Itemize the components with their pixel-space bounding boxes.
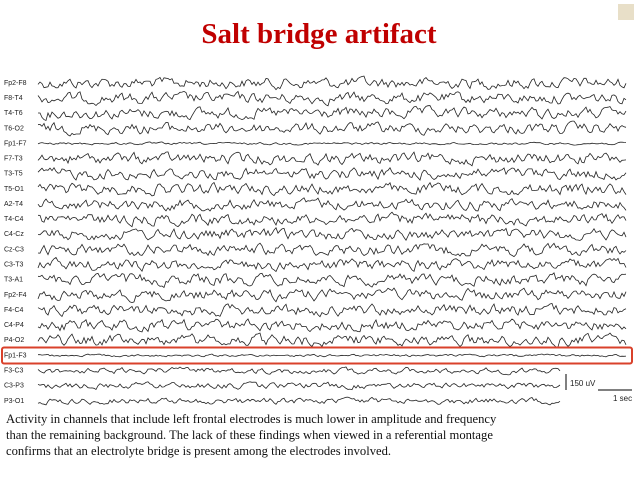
channel-label: Fp1-F3 — [4, 352, 27, 359]
eeg-trace — [37, 303, 627, 318]
eeg-trace — [37, 211, 627, 228]
eeg-trace — [37, 353, 627, 358]
channel-label: T5-O1 — [4, 186, 24, 193]
corner-icon — [618, 4, 634, 20]
scale-time: 1 sec — [613, 394, 632, 403]
eeg-figure: Fp2-F8 F8-T4 T4-T6 T6-O2 Fp1-F7 F7-T3 T3-T5 T5-… — [1, 75, 633, 406]
channel-label: T3-T5 — [4, 171, 23, 178]
eeg-trace — [37, 141, 627, 146]
channel-label: P3-O1 — [4, 398, 24, 405]
eeg-trace — [37, 332, 627, 348]
slide-title: Salt bridge artifact — [201, 18, 437, 50]
eeg-trace — [37, 227, 627, 241]
channel-label: T6-O2 — [4, 125, 24, 132]
channel-label: Fp2-F4 — [4, 292, 27, 299]
channel-label: F3-C3 — [4, 368, 24, 375]
eeg-trace — [37, 256, 627, 273]
eeg-trace — [37, 167, 627, 181]
channel-label: C3-P3 — [4, 383, 24, 390]
eeg-trace — [37, 181, 627, 197]
channel-label: C4-P4 — [4, 322, 24, 329]
scale-amplitude: 150 uV — [570, 379, 596, 388]
caption-line: confirms that an electrolyte bridge is p… — [6, 444, 392, 458]
channel-label: C4-Cz — [4, 231, 24, 238]
channel-label: C3-T3 — [4, 262, 24, 269]
eeg-trace — [37, 120, 627, 137]
channel-label: A2-T4 — [4, 201, 23, 208]
eeg-trace — [37, 318, 627, 333]
channel-label: F8-T4 — [4, 95, 23, 102]
eeg-trace — [37, 242, 627, 258]
eeg-trace — [37, 75, 627, 91]
eeg-trace — [37, 366, 561, 376]
caption-line: than the remaining background. The lack … — [6, 428, 493, 442]
eeg-trace — [38, 105, 627, 122]
eeg-trace — [37, 90, 627, 107]
channel-label: T3-A1 — [4, 277, 23, 284]
channel-label: F7-T3 — [4, 156, 23, 163]
eeg-trace — [37, 396, 561, 406]
caption: Activity in channels that include left f… — [6, 411, 636, 459]
eeg-trace — [37, 197, 627, 212]
eeg-trace — [37, 381, 561, 391]
caption-line: Activity in channels that include left f… — [6, 412, 497, 426]
eeg-trace — [37, 287, 627, 304]
eeg-trace — [37, 272, 627, 289]
channel-label: T4-T6 — [4, 110, 23, 117]
eeg-trace — [37, 151, 627, 167]
channel-label: T4-C4 — [4, 216, 24, 223]
channel-label: F4-C4 — [4, 307, 24, 314]
channel-label: P4-O2 — [4, 337, 24, 344]
channel-label: Fp2-F8 — [4, 80, 27, 87]
channel-label: Cz-C3 — [4, 246, 24, 253]
channel-label: Fp1-F7 — [4, 140, 27, 147]
highlight-box — [1, 346, 633, 365]
